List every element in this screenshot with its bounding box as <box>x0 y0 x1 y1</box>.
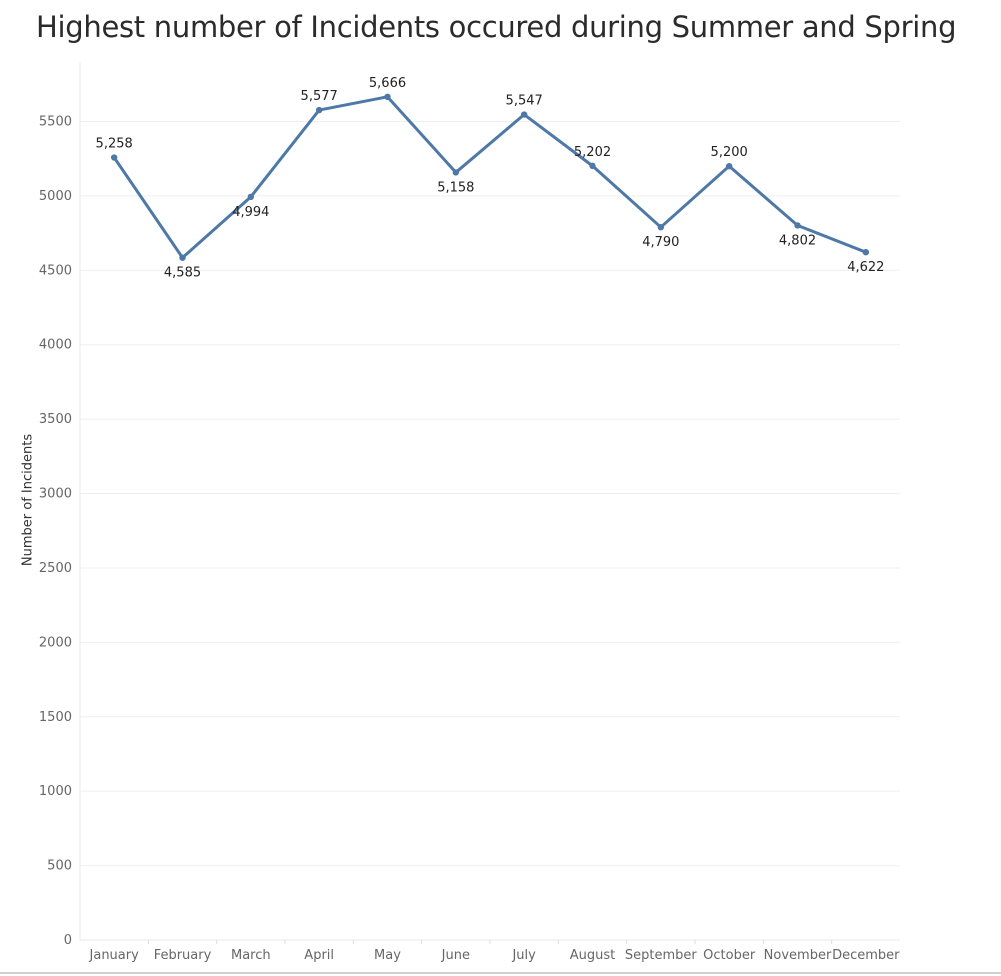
x-tick-label: November <box>764 948 832 963</box>
data-label: 5,258 <box>96 137 133 152</box>
data-label: 5,666 <box>369 76 406 91</box>
data-point <box>316 107 322 113</box>
data-label: 4,994 <box>232 205 269 220</box>
y-tick-label: 2500 <box>39 561 72 576</box>
data-label: 5,202 <box>574 145 611 160</box>
data-label: 5,200 <box>711 145 748 160</box>
data-point <box>248 194 254 200</box>
data-label: 5,577 <box>301 89 338 104</box>
y-tick-label: 500 <box>47 859 72 874</box>
y-tick-label: 3000 <box>39 487 72 502</box>
x-tick-label: July <box>511 948 536 963</box>
data-label: 4,585 <box>164 266 201 281</box>
y-tick-label: 1000 <box>39 784 72 799</box>
data-label: 4,790 <box>642 235 679 250</box>
data-point <box>726 163 732 169</box>
data-labels: 5,258 4,585 4,994 5,577 5,666 5,158 5,547 5,202… <box>96 76 885 281</box>
x-tick-label: June <box>441 948 470 963</box>
series-line <box>114 97 866 258</box>
y-tick-label: 5500 <box>39 115 72 130</box>
y-tick-label: 4500 <box>39 263 72 278</box>
x-tick-label: December <box>832 948 900 963</box>
x-tick-label: October <box>703 948 756 963</box>
x-tick-label: January <box>89 948 140 963</box>
x-tick-label: March <box>231 948 271 963</box>
series-line-layer <box>114 97 866 258</box>
data-points <box>111 94 869 261</box>
x-tick-label: February <box>154 948 212 963</box>
y-tick-label: 3500 <box>39 412 72 427</box>
x-tick-label: May <box>374 948 401 963</box>
data-point <box>794 222 800 228</box>
x-tick-label: September <box>625 948 698 963</box>
gridlines <box>80 122 900 866</box>
y-tick-label: 1500 <box>39 710 72 725</box>
y-tick-label: 0 <box>64 933 72 948</box>
data-point <box>453 169 459 175</box>
data-point <box>658 224 664 230</box>
data-point <box>521 111 527 117</box>
data-label: 4,802 <box>779 233 816 248</box>
data-label: 5,547 <box>506 94 543 109</box>
y-tick-label: 2000 <box>39 635 72 650</box>
x-tick-label: August <box>570 948 616 963</box>
data-point <box>384 94 390 100</box>
data-point <box>589 163 595 169</box>
data-point <box>111 154 117 160</box>
y-tick-label: 5000 <box>39 189 72 204</box>
data-label: 5,158 <box>437 180 474 195</box>
x-tick-label: April <box>304 948 334 963</box>
y-tick-label: 4000 <box>39 338 72 353</box>
axes: 0 500 1000 1500 2000 2500 3000 3500 4000 4500 5000… <box>39 62 900 963</box>
data-point <box>179 254 185 260</box>
data-label: 4,622 <box>847 260 884 275</box>
bottom-divider <box>0 972 1001 974</box>
data-point <box>863 249 869 255</box>
